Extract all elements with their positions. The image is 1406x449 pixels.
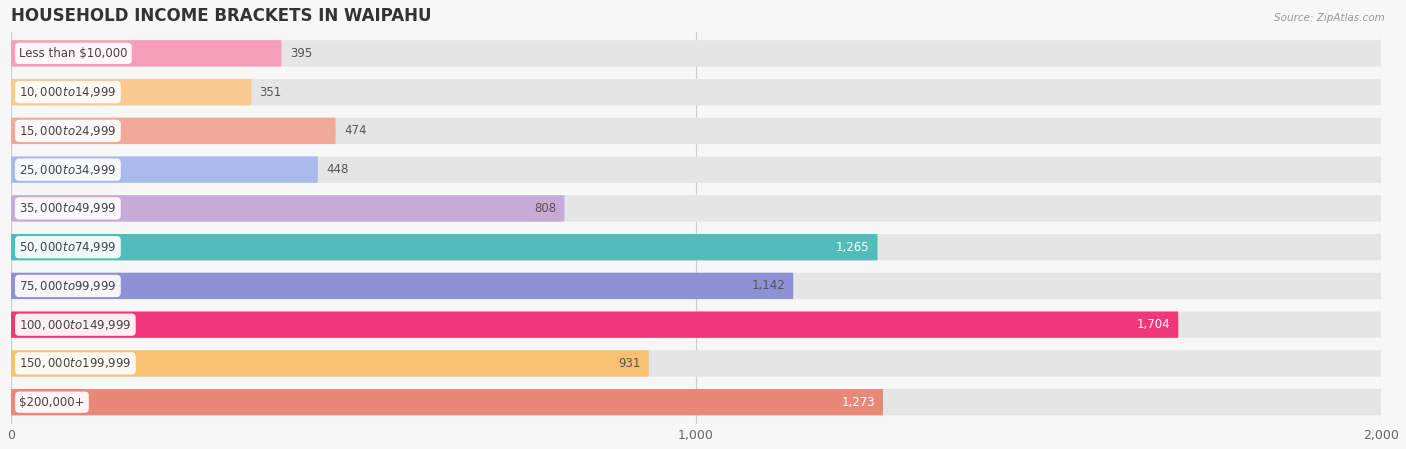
FancyBboxPatch shape (11, 350, 1381, 377)
Text: $25,000 to $34,999: $25,000 to $34,999 (20, 163, 117, 176)
Text: 395: 395 (290, 47, 312, 60)
FancyBboxPatch shape (11, 273, 1381, 299)
FancyBboxPatch shape (11, 79, 252, 106)
FancyBboxPatch shape (11, 350, 648, 377)
Text: 931: 931 (619, 357, 641, 370)
Text: $10,000 to $14,999: $10,000 to $14,999 (20, 85, 117, 99)
FancyBboxPatch shape (11, 234, 877, 260)
FancyBboxPatch shape (11, 312, 1178, 338)
Text: $50,000 to $74,999: $50,000 to $74,999 (20, 240, 117, 254)
Text: $75,000 to $99,999: $75,000 to $99,999 (20, 279, 117, 293)
Text: 1,273: 1,273 (841, 396, 875, 409)
Text: 1,704: 1,704 (1136, 318, 1170, 331)
FancyBboxPatch shape (11, 156, 1381, 183)
Text: $100,000 to $149,999: $100,000 to $149,999 (20, 318, 132, 332)
FancyBboxPatch shape (11, 389, 883, 415)
Text: $200,000+: $200,000+ (20, 396, 84, 409)
FancyBboxPatch shape (11, 118, 336, 144)
FancyBboxPatch shape (11, 79, 1381, 106)
FancyBboxPatch shape (11, 195, 1381, 221)
FancyBboxPatch shape (11, 40, 1381, 66)
Text: 808: 808 (534, 202, 557, 215)
Text: Source: ZipAtlas.com: Source: ZipAtlas.com (1274, 13, 1385, 23)
Text: 1,142: 1,142 (751, 279, 785, 292)
Text: $15,000 to $24,999: $15,000 to $24,999 (20, 124, 117, 138)
FancyBboxPatch shape (11, 234, 1381, 260)
FancyBboxPatch shape (11, 195, 564, 221)
FancyBboxPatch shape (11, 40, 281, 66)
FancyBboxPatch shape (11, 156, 318, 183)
FancyBboxPatch shape (11, 389, 1381, 415)
Text: 474: 474 (344, 124, 367, 137)
Text: 1,265: 1,265 (835, 241, 869, 254)
FancyBboxPatch shape (11, 312, 1381, 338)
Text: HOUSEHOLD INCOME BRACKETS IN WAIPAHU: HOUSEHOLD INCOME BRACKETS IN WAIPAHU (11, 7, 432, 25)
Text: Less than $10,000: Less than $10,000 (20, 47, 128, 60)
Text: $35,000 to $49,999: $35,000 to $49,999 (20, 202, 117, 216)
Text: 351: 351 (260, 86, 281, 99)
Text: 448: 448 (326, 163, 349, 176)
Text: $150,000 to $199,999: $150,000 to $199,999 (20, 357, 132, 370)
FancyBboxPatch shape (11, 273, 793, 299)
FancyBboxPatch shape (11, 118, 1381, 144)
